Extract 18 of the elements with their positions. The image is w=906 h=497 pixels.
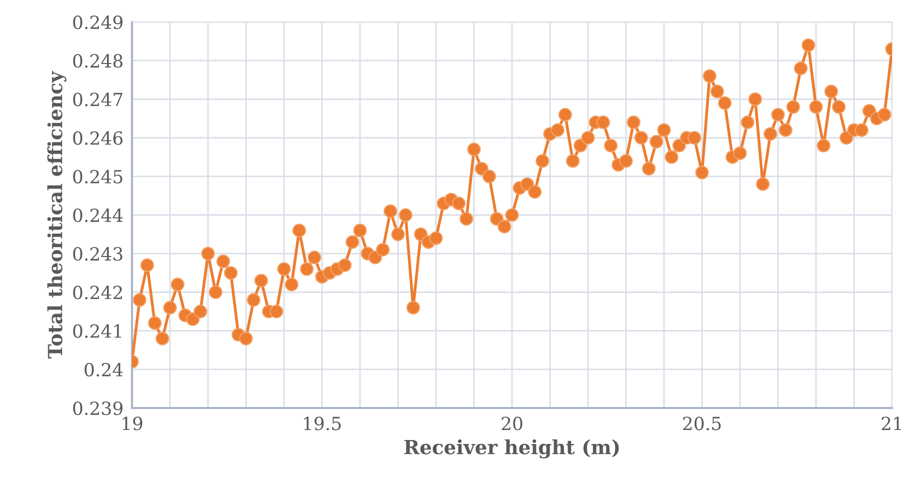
x-tick-label: 20.5 [683,416,721,430]
y-tick-label: 0.244 [73,208,123,222]
y-tick-label: 0.247 [73,92,122,106]
y-tick-label: 0.239 [73,401,122,416]
x-tick-label: 19.5 [304,416,341,430]
y-tick-label: 0.241 [73,324,122,338]
x-tick-label: 21 [882,416,901,430]
y-tick-label: 0.248 [73,54,122,68]
x-tick-label: 20 [502,416,522,430]
y-tick-label: 0.243 [73,247,122,261]
y-axis-title: Total theoritical efficiency [47,70,66,358]
x-tick-label: 19 [122,416,142,430]
y-tick-label: 0.249 [73,15,122,30]
y-tick-label: 0.242 [73,286,122,300]
y-tick-label: 0.246 [73,131,123,145]
y-tick-label: 0.245 [73,170,122,184]
x-axis-title: Receiver height (m) [404,439,619,458]
y-tick-label: 0.24 [84,362,123,377]
